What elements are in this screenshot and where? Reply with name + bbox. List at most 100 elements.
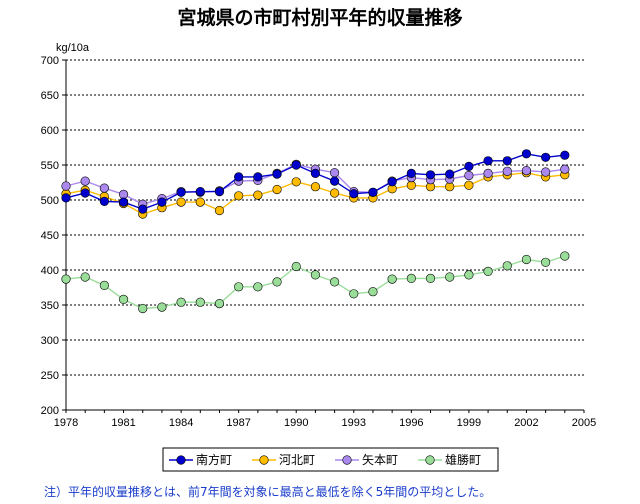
data-point xyxy=(291,261,301,272)
x-tick-label: 1993 xyxy=(342,417,366,429)
data-point xyxy=(406,273,416,284)
data-point xyxy=(483,168,493,178)
y-tick-label: 600 xyxy=(41,125,59,137)
data-point xyxy=(214,205,225,216)
data-point xyxy=(272,184,282,195)
x-tick-label: 1999 xyxy=(457,417,481,429)
data-point xyxy=(425,273,436,284)
data-point xyxy=(502,261,512,271)
y-tick-label: 250 xyxy=(41,370,59,382)
data-point xyxy=(176,187,186,197)
data-point xyxy=(541,167,551,177)
data-point xyxy=(406,168,416,178)
x-tick-labels: 1978 1981 1984 1987 1990 1993 1996 1999 2002 2005 xyxy=(54,417,596,429)
data-point xyxy=(195,297,205,307)
data-point xyxy=(445,182,455,192)
data-point xyxy=(406,180,416,190)
data-point xyxy=(521,254,532,265)
y-tick-label: 400 xyxy=(41,265,59,277)
x-tick-label: 1981 xyxy=(111,417,135,429)
y-axis-label: kg/10a xyxy=(56,42,90,54)
legend-marker xyxy=(176,455,186,465)
chart-title: 宮城県の市町村別平年的収量推移 xyxy=(177,6,462,29)
data-point xyxy=(310,182,321,192)
data-point xyxy=(138,204,148,214)
data-point xyxy=(560,150,570,160)
footnote: 注）平年的収量推移とは、前7年間を対象に最高と最低を除く5年間の平均とした。 xyxy=(44,484,491,499)
data-point xyxy=(541,257,551,267)
data-point xyxy=(99,280,109,291)
data-point xyxy=(234,282,244,292)
legend-marker xyxy=(259,455,269,465)
data-point xyxy=(464,270,474,280)
legend-label: 雄勝町 xyxy=(445,452,481,467)
legend-label: 矢本町 xyxy=(362,453,398,467)
data-point xyxy=(310,168,321,178)
data-point xyxy=(387,177,397,187)
data-point xyxy=(99,196,109,206)
legend-label: 南方町 xyxy=(196,452,232,467)
data-point xyxy=(368,287,378,297)
y-tick-label: 500 xyxy=(41,195,59,207)
data-point xyxy=(541,152,551,162)
x-tick-label: 2002 xyxy=(514,417,538,429)
data-point xyxy=(138,303,148,314)
data-point xyxy=(253,190,263,200)
data-point xyxy=(80,188,90,198)
data-point xyxy=(157,197,167,207)
data-point xyxy=(61,274,71,284)
data-point xyxy=(464,180,474,190)
data-point xyxy=(272,169,282,179)
data-point xyxy=(157,302,167,312)
data-point xyxy=(483,266,493,277)
data-point xyxy=(176,197,186,207)
x-tick-label: 1987 xyxy=(226,417,250,429)
legend-marker xyxy=(342,455,352,465)
legend: 南方町 河北町 矢本町 雄勝町 xyxy=(162,447,499,472)
data-point xyxy=(445,169,455,179)
legend-label: 河北町 xyxy=(279,453,315,467)
y-tick-label: 450 xyxy=(41,230,59,242)
data-point xyxy=(272,277,282,287)
data-point xyxy=(80,272,90,282)
y-tick-label: 350 xyxy=(41,300,59,312)
y-tick-label: 550 xyxy=(41,160,59,172)
data-point xyxy=(502,166,512,176)
data-point xyxy=(349,189,359,199)
series-line xyxy=(65,255,566,310)
data-point xyxy=(329,176,340,186)
y-tick-labels: 200 250 300 350 400 450 500 550 600 650 700 xyxy=(41,55,59,417)
legend-box xyxy=(162,447,499,472)
series-1 xyxy=(61,149,570,214)
data-point xyxy=(560,251,570,261)
data-point xyxy=(425,170,436,180)
data-point xyxy=(214,299,225,309)
data-point xyxy=(195,197,205,207)
x-tick-label: 1990 xyxy=(284,417,308,429)
data-point xyxy=(329,168,340,178)
data-point xyxy=(118,294,129,305)
data-point xyxy=(445,272,455,282)
data-point xyxy=(291,160,301,170)
x-tick-label: 1978 xyxy=(54,417,78,429)
data-point xyxy=(118,197,129,207)
data-point xyxy=(560,164,570,174)
x-tick-label: 1996 xyxy=(399,417,423,429)
y-tick-label: 200 xyxy=(41,405,59,417)
data-point xyxy=(291,177,301,187)
data-point xyxy=(234,191,244,201)
data-point xyxy=(349,289,359,299)
data-point xyxy=(61,193,71,203)
data-point xyxy=(483,156,493,166)
data-point xyxy=(253,172,263,182)
data-point xyxy=(99,183,109,193)
data-point xyxy=(118,189,129,199)
series-4 xyxy=(61,251,570,314)
data-point xyxy=(521,149,532,159)
data-point xyxy=(234,172,244,182)
data-point xyxy=(387,274,397,284)
data-point xyxy=(521,166,532,176)
data-point xyxy=(195,187,205,197)
axes xyxy=(62,59,585,413)
